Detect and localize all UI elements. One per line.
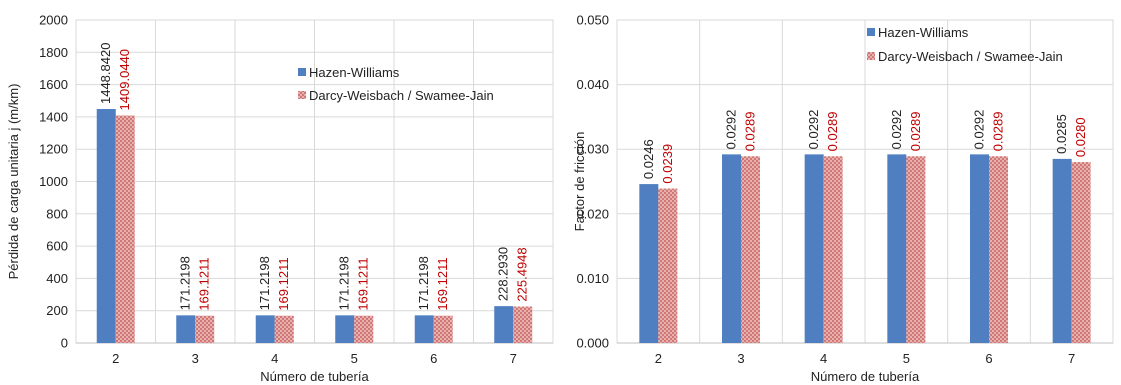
bar-hazen-williams (96, 109, 116, 343)
y-tick-label: 2000 (39, 13, 68, 28)
data-label: 0.0292 (806, 110, 821, 150)
y-tick-label: 0.040 (576, 77, 609, 92)
bar-hazen-williams (639, 184, 659, 343)
y-tick-label: 1200 (39, 142, 68, 157)
bar-darcy-weisbach (433, 315, 453, 343)
bar-darcy-weisbach (274, 315, 294, 343)
x-axis-title: Número de tubería (260, 369, 369, 384)
data-label: 0.0289 (743, 112, 758, 152)
legend-swatch (298, 91, 306, 99)
legend-label: Hazen-Williams (878, 25, 969, 40)
data-label: 169.1211 (435, 257, 450, 310)
y-tick-label: 0.000 (576, 336, 609, 351)
data-label: 0.0292 (889, 110, 904, 150)
data-label: 171.2198 (178, 256, 193, 310)
data-label: 169.1211 (276, 257, 291, 310)
bar-darcy-weisbach (989, 156, 1008, 343)
data-label: 169.1211 (356, 257, 371, 310)
x-tick-label: 2 (655, 351, 662, 366)
data-label: 1448.8420 (98, 43, 113, 104)
bar-hazen-williams (176, 315, 196, 343)
bar-hazen-williams (804, 154, 824, 343)
bar-hazen-williams (335, 315, 355, 343)
data-label: 171.2198 (257, 256, 272, 310)
data-label: 0.0280 (1073, 117, 1088, 157)
data-label: 0.0289 (908, 112, 923, 152)
x-tick-label: 5 (903, 351, 910, 366)
bar-darcy-weisbach (1071, 162, 1091, 343)
x-tick-label: 3 (192, 351, 199, 366)
y-tick-label: 0.020 (576, 206, 609, 221)
x-tick-label: 7 (510, 351, 517, 366)
bar-hazen-williams (722, 154, 741, 343)
x-axis-title: Número de tubería (811, 369, 920, 384)
data-label: 169.1211 (197, 257, 212, 310)
legend-label: Darcy-Weisbach / Swamee-Jain (309, 88, 494, 103)
bar-darcy-weisbach (906, 156, 926, 343)
x-tick-label: 2 (112, 351, 119, 366)
bar-hazen-williams (1052, 158, 1072, 343)
data-label: 0.0285 (1054, 114, 1069, 154)
data-label: 0.0292 (972, 110, 987, 150)
bar-hazen-williams (494, 306, 514, 343)
bar-hazen-williams (970, 154, 989, 343)
data-label: 171.2198 (416, 256, 431, 310)
bar-darcy-weisbach (823, 156, 843, 343)
y-tick-label: 0.050 (576, 13, 609, 28)
y-tick-label: 1400 (39, 109, 68, 124)
data-label: 225.4948 (515, 247, 530, 301)
bar-darcy-weisbach (354, 315, 374, 343)
bar-hazen-williams (887, 154, 907, 343)
x-tick-label: 3 (737, 351, 744, 366)
y-tick-label: 0.010 (576, 271, 609, 286)
legend-swatch (867, 28, 875, 36)
x-tick-label: 5 (351, 351, 358, 366)
legend-label: Hazen-Williams (309, 65, 400, 80)
data-label: 171.2198 (337, 256, 352, 310)
legend-swatch (867, 52, 875, 60)
y-tick-label: 600 (46, 239, 68, 254)
bar-darcy-weisbach (513, 306, 533, 343)
x-tick-label: 4 (820, 351, 827, 366)
y-tick-label: 200 (46, 303, 68, 318)
bar-hazen-williams (414, 315, 434, 343)
y-axis-title: Pérdida de carga unitaria j (m/km) (6, 84, 21, 280)
y-tick-label: 400 (46, 271, 68, 286)
bar-darcy-weisbach (658, 188, 678, 343)
x-tick-label: 4 (271, 351, 278, 366)
legend-swatch (298, 68, 306, 76)
y-tick-label: 1800 (39, 45, 68, 60)
legend-label: Darcy-Weisbach / Swamee-Jain (878, 49, 1063, 64)
y-tick-label: 800 (46, 206, 68, 221)
data-label: 0.0239 (660, 144, 675, 184)
x-tick-label: 6 (430, 351, 437, 366)
bar-hazen-williams (255, 315, 275, 343)
bar-darcy-weisbach (741, 156, 760, 343)
data-label: 0.0289 (825, 112, 840, 152)
data-label: 0.0246 (641, 139, 656, 179)
y-tick-label: 1000 (39, 174, 68, 189)
data-label: 0.0289 (991, 112, 1006, 152)
data-label: 228.2930 (496, 247, 511, 301)
data-label: 1409.0440 (117, 49, 132, 110)
y-axis-title: Factor de fricción (572, 132, 587, 232)
y-tick-label: 0 (61, 336, 68, 351)
x-tick-label: 7 (1068, 351, 1075, 366)
data-label: 0.0292 (724, 110, 739, 150)
bar-darcy-weisbach (115, 115, 135, 343)
bar-darcy-weisbach (195, 315, 215, 343)
y-tick-label: 1600 (39, 77, 68, 92)
x-tick-label: 6 (985, 351, 992, 366)
y-tick-label: 0.030 (576, 142, 609, 157)
